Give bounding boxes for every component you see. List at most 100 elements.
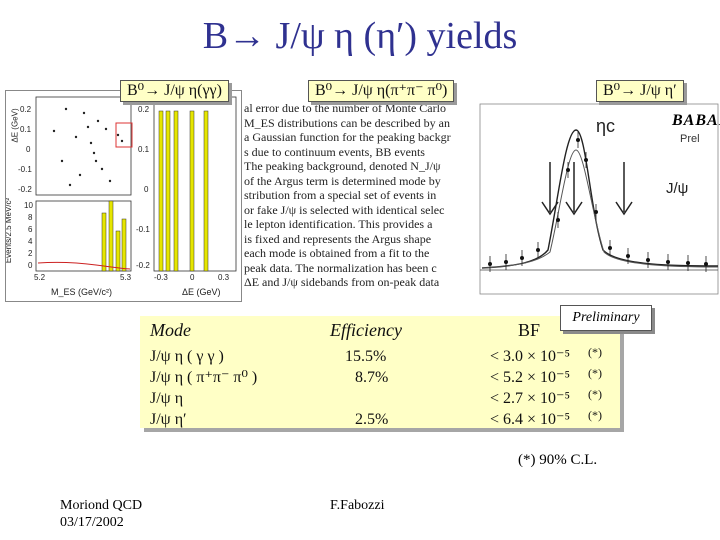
document-line: ΔE and J/ψ sidebands from on-peak data <box>244 275 440 289</box>
document-excerpt: al error due to the number of Monte Carl… <box>244 98 476 298</box>
data-point <box>686 261 690 265</box>
scatter-point <box>78 173 82 177</box>
right-plot-panel: ηc J/ψ BABAR Prel <box>478 100 720 298</box>
left-x-label: M_ES (GeV/c²) <box>51 287 113 297</box>
left-y-label-bottom: Events/2.5 MeV/c² <box>5 197 14 264</box>
footer-date: 03/17/2002 <box>60 515 124 530</box>
scatter-point <box>104 127 108 131</box>
scatter-point <box>108 179 112 183</box>
eta-c-label: ηc <box>596 116 616 136</box>
row-mark: (*) <box>588 408 602 422</box>
left-y-label-top: ΔE (GeV) <box>10 108 20 143</box>
scatter-point <box>94 159 98 163</box>
row-eff: 15.5% <box>345 348 387 365</box>
col-head-bf: BF <box>518 320 541 340</box>
prel-label: Prel <box>680 133 700 145</box>
mid-tick-x0: -0.3 <box>154 273 168 282</box>
scatter-point <box>82 111 86 115</box>
scatter-dots <box>52 107 124 187</box>
scatter-point <box>96 119 100 123</box>
mes-hist-bars <box>101 200 127 272</box>
results-table: Mode Efficiency BF J/ψ η ( γ γ ) 15.5% <… <box>140 316 620 428</box>
label-middle: B⁰→ J/ψ η(π⁺π⁻ π⁰) <box>308 80 455 102</box>
row-mode: J/ψ η′ <box>150 411 187 428</box>
document-line: a Gaussian function for the peaking back… <box>244 130 451 144</box>
row-bf: < 5.2 × 10⁻⁵ <box>490 369 571 386</box>
hist-bar <box>173 110 179 272</box>
left-tick-b5: 0 <box>28 261 33 270</box>
right-plot-svg <box>479 103 719 295</box>
left-plot-svg <box>35 96 237 272</box>
label-right: B⁰→ J/ψ η′ <box>596 80 684 102</box>
data-point <box>646 258 650 262</box>
data-point <box>536 248 540 252</box>
left-tick-b4: 2 <box>28 249 33 258</box>
document-line: peak data. The normalization has been c <box>244 260 437 275</box>
scatter-point <box>60 159 64 163</box>
fit-curve-2 <box>481 149 719 269</box>
de-hist-bars <box>158 110 209 272</box>
argus-curve <box>37 261 131 270</box>
row-mode: J/ψ η ( π⁺π⁻ π⁰ ) <box>150 369 258 386</box>
document-line: M_ES distributions can be described by a… <box>244 115 450 130</box>
scatter-point <box>74 135 78 139</box>
data-points <box>488 132 708 272</box>
row-mode: J/ψ η <box>150 390 184 407</box>
hist-bar <box>158 110 164 272</box>
footer-author: F.Fabozzi <box>330 498 385 513</box>
mid-tick-x1: 0 <box>190 273 195 282</box>
data-point <box>704 262 708 266</box>
document-line: stribution from a special set of events … <box>244 188 437 202</box>
fit-curve-1 <box>481 129 719 269</box>
left-tick-x1: 5.3 <box>120 273 132 282</box>
left-tick-x0: 5.2 <box>34 273 46 282</box>
data-point <box>556 218 560 222</box>
row-mark: (*) <box>588 366 602 380</box>
mid-tick-y3: -0.1 <box>136 225 150 234</box>
mid-x-label: ΔE (GeV) <box>182 287 221 297</box>
data-point <box>584 158 588 162</box>
row-mark: (*) <box>588 387 602 401</box>
row-bf: < 3.0 × 10⁻⁵ <box>490 348 571 365</box>
data-point <box>488 262 492 266</box>
hist-bar <box>101 212 107 272</box>
jpsi-label: J/ψ <box>666 180 689 197</box>
scatter-frame <box>35 96 132 196</box>
arrow-middle <box>565 162 583 216</box>
mid-tick-y1: 0.1 <box>138 145 150 154</box>
document-line: al error due to the number of Monte Carl… <box>244 101 446 115</box>
left-tick-b3: 4 <box>28 237 33 246</box>
hist-bar <box>108 200 114 272</box>
mes-hist-frame <box>35 200 132 272</box>
cl-note: (*) 90% C.L. <box>518 452 598 468</box>
arrow-right <box>615 162 633 216</box>
arrow-left <box>541 162 559 216</box>
scatter-point <box>86 125 90 129</box>
preliminary-stamp: Preliminary <box>560 305 652 331</box>
scatter-point <box>116 133 120 137</box>
scatter-point <box>52 129 56 133</box>
document-line: is fixed and represents the Argus shape <box>244 231 432 246</box>
row-mode: J/ψ η ( γ γ ) <box>150 348 224 365</box>
document-line: each mode is obtained from a fit to the <box>244 246 430 260</box>
data-point <box>566 168 570 172</box>
document-line: s due to continuum events, BB events <box>244 144 425 159</box>
document-line: le lepton identification. This provides … <box>244 217 433 231</box>
left-tick-y3: -0.1 <box>18 165 32 174</box>
left-tick-y2: 0 <box>26 145 31 154</box>
left-tick-b0: 10 <box>24 201 33 210</box>
document-line: The peaking background, denoted N_J/ψ <box>244 159 441 173</box>
row-bf: < 6.4 × 10⁻⁵ <box>490 411 571 428</box>
mid-tick-y0: 0.2 <box>138 105 150 114</box>
mid-tick-x2: 0.3 <box>218 273 230 282</box>
hist-bar <box>203 110 209 272</box>
col-head-mode: Mode <box>150 320 191 340</box>
scatter-point <box>64 107 68 111</box>
document-line: of the Argus term is determined mode by <box>244 173 441 188</box>
label-left: B⁰→ J/ψ η(γγ) <box>120 80 229 102</box>
data-point <box>608 246 612 250</box>
left-tick-y1: 0.1 <box>20 125 32 134</box>
left-tick-b2: 6 <box>28 225 33 234</box>
hist-bar <box>189 110 195 272</box>
data-point <box>576 138 580 142</box>
